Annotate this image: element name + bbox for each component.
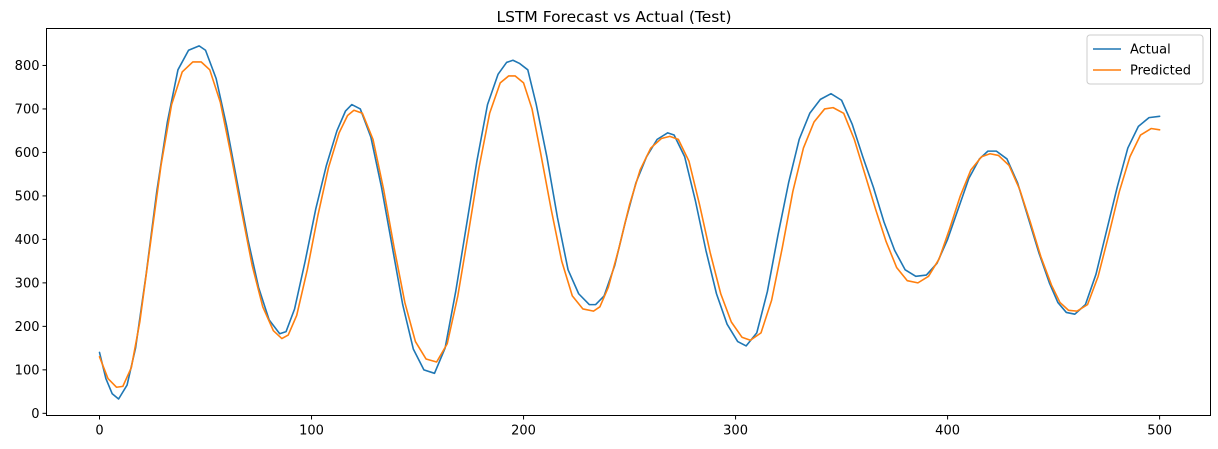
axes-frame	[46, 28, 1211, 416]
y-tick-label: 500	[15, 189, 40, 204]
x-tick-label: 0	[95, 424, 103, 439]
y-tick-label: 400	[15, 233, 40, 248]
y-tick-label: 0	[31, 407, 39, 422]
legend-box	[1086, 34, 1204, 85]
plot-area	[46, 28, 1211, 416]
x-tick-label: 200	[511, 424, 536, 439]
y-tick-label: 800	[15, 59, 40, 74]
x-tick-label: 100	[299, 424, 324, 439]
y-tick-label: 100	[15, 363, 40, 378]
x-tick-label: 400	[935, 424, 960, 439]
x-tick-label: 300	[723, 424, 748, 439]
x-tick-label: 500	[1147, 424, 1172, 439]
y-tick-label: 300	[15, 276, 40, 291]
series-layer	[98, 45, 1161, 400]
chart-title: LSTM Forecast vs Actual (Test)	[496, 8, 731, 26]
y-tick-label: 600	[15, 146, 40, 161]
y-tick-label: 200	[15, 320, 40, 335]
legend-label: Actual	[1130, 43, 1171, 58]
x-axis: 0 100 200 300 400 500	[95, 415, 1172, 439]
legend-label: Predicted	[1130, 64, 1191, 79]
legend: Actual Predicted	[1086, 34, 1204, 85]
series-line-predicted	[98, 61, 1161, 389]
y-tick-label: 700	[15, 102, 40, 117]
y-axis: 0 100 200 300 400 500 600 700 800	[15, 59, 47, 422]
